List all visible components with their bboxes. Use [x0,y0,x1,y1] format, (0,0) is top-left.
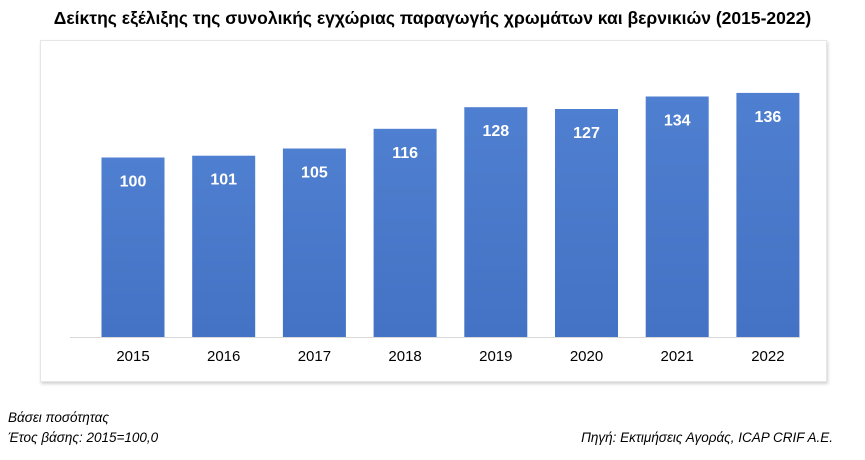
x-tick-label-2015: 2015 [116,348,149,365]
x-tick-label-2021: 2021 [661,348,694,365]
x-tick-label-2016: 2016 [207,348,240,365]
bar-2017 [282,148,346,337]
bar-2020 [555,109,618,337]
x-tick-label-2017: 2017 [298,348,331,365]
x-tick-label-2020: 2020 [570,348,603,365]
chart-title: Δείκτης εξέλιξης της συνολικής εγχώριας … [53,8,812,28]
bar-2022 [736,92,800,338]
base-year-note: Έτος βάσης: 2015=100,0 [8,430,159,445]
data-label-2018: 116 [392,145,418,162]
bar-2021 [645,96,709,337]
data-label-2022: 136 [755,109,782,126]
data-label-2020: 127 [573,125,600,142]
basis-note: Βάσει ποσότητας [8,410,109,425]
bar-2016 [192,155,256,337]
data-label-2019: 128 [482,123,509,140]
source-note: Πηγή: Εκτιμήσεις Αγοράς, ICAP CRIF A.E. [581,430,833,445]
x-tick-label-2018: 2018 [388,348,421,365]
bar-2019 [464,107,528,337]
x-tick-label-2019: 2019 [479,348,512,365]
data-label-2017: 105 [301,165,328,182]
x-tick-label-2022: 2022 [751,348,784,365]
data-label-2015: 100 [120,174,147,191]
data-label-2021: 134 [664,113,691,130]
bar-2018 [373,128,437,337]
bar-2015 [101,157,165,337]
data-label-2016: 101 [210,172,237,189]
